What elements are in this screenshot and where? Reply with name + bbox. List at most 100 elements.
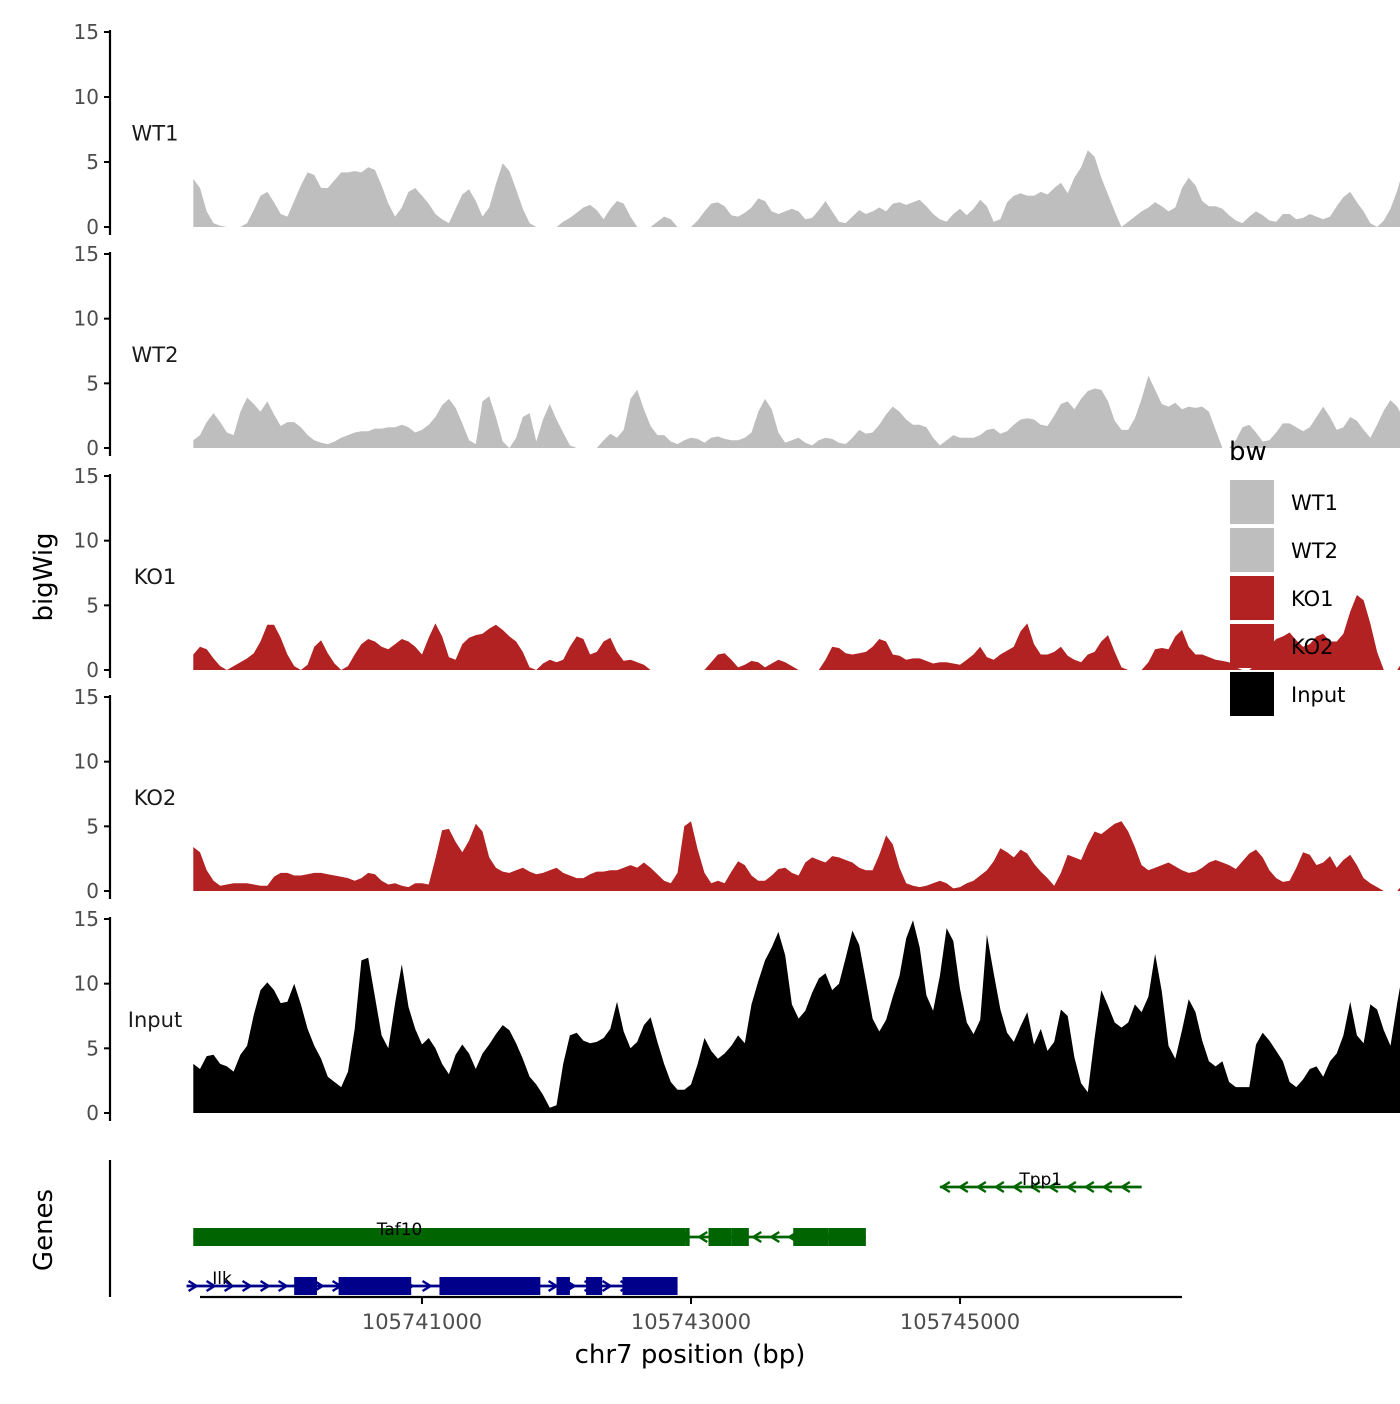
gene-tpp1: Tpp1 bbox=[939, 1170, 1142, 1194]
exon bbox=[685, 1228, 690, 1246]
y-tick-label: 10 bbox=[74, 972, 99, 996]
genes-axis-title: Genes bbox=[29, 1189, 59, 1271]
y-tick-label: 5 bbox=[86, 371, 99, 395]
gene-label: Ilk bbox=[212, 1269, 232, 1289]
strand-arrow bbox=[975, 1180, 987, 1194]
strand-arrow bbox=[751, 1230, 762, 1244]
y-tick-label: 15 bbox=[74, 464, 99, 488]
y-tick-label: 10 bbox=[74, 307, 99, 331]
y-tick-label: 10 bbox=[74, 85, 99, 109]
strand-arrow bbox=[277, 1279, 289, 1293]
legend-swatch bbox=[1230, 528, 1274, 572]
exon bbox=[708, 1228, 732, 1246]
strand-arrow bbox=[957, 1180, 969, 1194]
exon bbox=[622, 1277, 678, 1295]
gene-taf10: Taf10 bbox=[193, 1220, 866, 1246]
y-tick-label: 0 bbox=[86, 1101, 99, 1125]
y-tick-label: 15 bbox=[74, 685, 99, 709]
y-tick-label: 0 bbox=[86, 658, 99, 682]
gene-ilk: Ilk bbox=[186, 1269, 678, 1295]
strand-arrow bbox=[241, 1279, 253, 1293]
legend-swatch bbox=[1230, 672, 1274, 716]
track-wt1: 0 5 10 15 WT1 bbox=[74, 20, 1400, 239]
y-tick-label: 5 bbox=[86, 593, 99, 617]
exon bbox=[294, 1277, 318, 1295]
legend-label: KO1 bbox=[1291, 587, 1334, 611]
track-ko1: 0 5 10 15 KO1 bbox=[74, 464, 1400, 682]
legend-label: KO2 bbox=[1291, 635, 1334, 659]
strand-arrow bbox=[993, 1180, 1005, 1194]
track-label: WT1 bbox=[132, 122, 179, 146]
strand-arrow bbox=[421, 1279, 433, 1293]
track-area-wt2 bbox=[193, 375, 1400, 448]
legend-item-input: Input bbox=[1230, 672, 1345, 716]
exon bbox=[338, 1277, 412, 1295]
legend-label: WT1 bbox=[1291, 491, 1338, 515]
exon bbox=[439, 1277, 541, 1295]
legend: bw WT1 WT2 KO1 KO2 Input bbox=[1229, 437, 1345, 716]
strand-arrow bbox=[223, 1279, 235, 1293]
track-ko2: 0 5 10 15 KO2 bbox=[74, 685, 1400, 903]
track-label: WT2 bbox=[132, 343, 179, 367]
strand-arrow bbox=[259, 1279, 271, 1293]
legend-item-ko1: KO1 bbox=[1230, 576, 1334, 620]
legend-swatch bbox=[1230, 624, 1274, 668]
strand-arrow bbox=[187, 1279, 199, 1293]
strand-arrow bbox=[769, 1230, 780, 1244]
y-tick-label: 10 bbox=[74, 750, 99, 774]
gene-label: Taf10 bbox=[376, 1220, 423, 1240]
track-label: Input bbox=[128, 1008, 182, 1032]
gene-label: Tpp1 bbox=[1018, 1170, 1062, 1190]
x-tick-label: 105741000 bbox=[362, 1310, 482, 1334]
exon bbox=[828, 1228, 866, 1246]
legend-item-wt1: WT1 bbox=[1230, 480, 1338, 524]
y-tick-label: 15 bbox=[74, 907, 99, 931]
y-tick-label: 5 bbox=[86, 1036, 99, 1060]
track-area-input bbox=[193, 920, 1400, 1113]
x-tick-label: 105745000 bbox=[900, 1310, 1020, 1334]
track-area-ko1 bbox=[193, 595, 1400, 670]
legend-swatch bbox=[1230, 480, 1274, 524]
y-tick-label: 0 bbox=[86, 879, 99, 903]
track-input: 0 5 10 15 Input bbox=[74, 907, 1400, 1125]
strand-arrow bbox=[205, 1279, 217, 1293]
y-tick-label: 5 bbox=[86, 150, 99, 174]
genes-group: Tpp1 Taf10 Ilk bbox=[108, 1160, 1142, 1297]
y-tick-label: 0 bbox=[86, 436, 99, 460]
strand-arrow bbox=[1101, 1180, 1113, 1194]
track-area-wt1 bbox=[193, 150, 1400, 227]
legend-label: WT2 bbox=[1291, 539, 1338, 563]
track-wt2: 0 5 10 15 WT2 bbox=[74, 242, 1400, 460]
y-tick-label: 0 bbox=[86, 215, 99, 239]
strand-arrow bbox=[1029, 1180, 1041, 1194]
y-tick-label: 15 bbox=[74, 242, 99, 266]
legend-label: Input bbox=[1291, 683, 1345, 707]
x-tick-label: 105743000 bbox=[631, 1310, 751, 1334]
x-axis: 105741000 105743000 105745000 bbox=[200, 1295, 1182, 1334]
strand-arrow bbox=[1047, 1180, 1059, 1194]
y-tick-label: 15 bbox=[74, 20, 99, 44]
legend-item-wt2: WT2 bbox=[1230, 528, 1338, 572]
legend-swatch bbox=[1230, 576, 1274, 620]
y-axis-title: bigWig bbox=[29, 532, 59, 621]
exon bbox=[731, 1228, 749, 1246]
strand-arrow bbox=[1083, 1180, 1095, 1194]
x-axis-title: chr7 position (bp) bbox=[575, 1340, 806, 1370]
strand-arrow bbox=[313, 1279, 325, 1293]
strand-arrow bbox=[601, 1279, 613, 1293]
tracks-group: 0 5 10 15 WT1 0 5 10 15 WT2 0 5 10 15 KO1 0 5 10 15 KO2 0 5 10… bbox=[74, 20, 1400, 1125]
strand-arrow bbox=[1011, 1180, 1023, 1194]
strand-arrow bbox=[939, 1180, 951, 1194]
strand-arrow bbox=[1065, 1180, 1077, 1194]
track-area-ko2 bbox=[193, 821, 1400, 891]
track-label: KO1 bbox=[134, 565, 177, 589]
legend-title: bw bbox=[1229, 437, 1267, 467]
exon bbox=[586, 1277, 603, 1295]
exon bbox=[793, 1228, 829, 1246]
strand-arrow bbox=[697, 1230, 708, 1244]
track-label: KO2 bbox=[134, 786, 177, 810]
exon bbox=[193, 1228, 686, 1246]
legend-item-ko2: KO2 bbox=[1230, 624, 1334, 668]
